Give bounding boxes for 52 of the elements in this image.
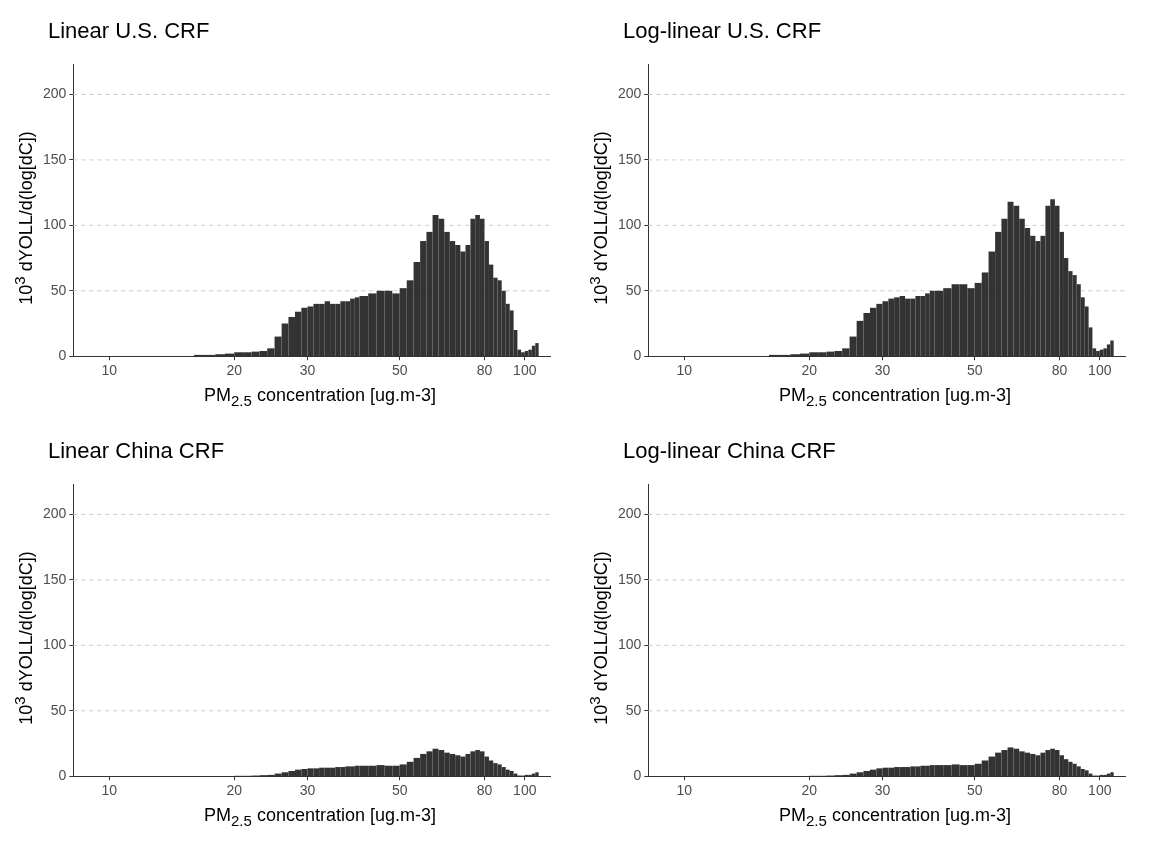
y-tick-label: 200 <box>43 85 67 102</box>
x-tick-label: 50 <box>391 362 408 379</box>
x-axis-title: PM$_{2.5}$ concentration [ug.m-3] <box>203 385 437 409</box>
x-tick-label: 100 <box>1088 362 1112 379</box>
chart-title: Log-linear China CRF <box>623 438 836 464</box>
y-tick-label: 150 <box>43 570 67 587</box>
y-tick-label: 0 <box>633 767 642 784</box>
y-tick-label: 50 <box>50 701 67 718</box>
x-tick-label: 100 <box>513 782 537 799</box>
x-tick-label: 10 <box>101 782 118 799</box>
x-tick-label: 10 <box>676 362 693 379</box>
x-tick-label: 50 <box>966 782 983 799</box>
x-tick-label: 20 <box>801 782 818 799</box>
x-tick-label: 30 <box>299 782 316 799</box>
chart-title: Linear China CRF <box>48 438 225 464</box>
x-tick-label: 10 <box>676 782 693 799</box>
x-tick-label: 30 <box>299 362 316 379</box>
y-tick-label: 100 <box>618 636 642 653</box>
x-tick-label: 20 <box>801 362 818 379</box>
chart-title: Linear U.S. CRF <box>48 18 210 44</box>
x-axis-title: PM$_{2.5}$ concentration [ug.m-3] <box>203 805 437 829</box>
x-tick-label: 10 <box>101 362 118 379</box>
chart-title: Log-linear U.S. CRF <box>623 18 822 44</box>
x-tick-label: 20 <box>226 362 243 379</box>
x-axis-title: PM$_{2.5}$ concentration [ug.m-3] <box>778 805 1012 829</box>
y-tick-label: 0 <box>633 347 642 364</box>
y-tick-label: 0 <box>58 767 67 784</box>
x-tick-label: 50 <box>966 362 983 379</box>
x-tick-label: 30 <box>874 362 891 379</box>
x-tick-label: 80 <box>476 782 493 799</box>
x-tick-label: 20 <box>226 782 243 799</box>
y-tick-label: 100 <box>43 216 67 233</box>
y-tick-label: 0 <box>58 347 67 364</box>
x-tick-label: 80 <box>1051 362 1068 379</box>
x-tick-label: 100 <box>1088 782 1112 799</box>
y-tick-label: 150 <box>618 570 642 587</box>
x-tick-label: 80 <box>1051 782 1068 799</box>
y-tick-label: 50 <box>625 701 642 718</box>
y-tick-label: 200 <box>618 505 642 522</box>
y-tick-label: 150 <box>43 150 67 167</box>
y-tick-label: 50 <box>50 281 67 298</box>
y-tick-label: 200 <box>43 505 67 522</box>
x-tick-label: 30 <box>874 782 891 799</box>
y-tick-label: 100 <box>618 216 642 233</box>
y-tick-label: 150 <box>618 150 642 167</box>
x-axis-title: PM$_{2.5}$ concentration [ug.m-3] <box>778 385 1012 409</box>
x-tick-label: 50 <box>391 782 408 799</box>
y-tick-label: 200 <box>618 85 642 102</box>
x-tick-label: 100 <box>513 362 537 379</box>
x-tick-label: 80 <box>476 362 493 379</box>
y-tick-label: 50 <box>625 281 642 298</box>
y-tick-label: 100 <box>43 636 67 653</box>
